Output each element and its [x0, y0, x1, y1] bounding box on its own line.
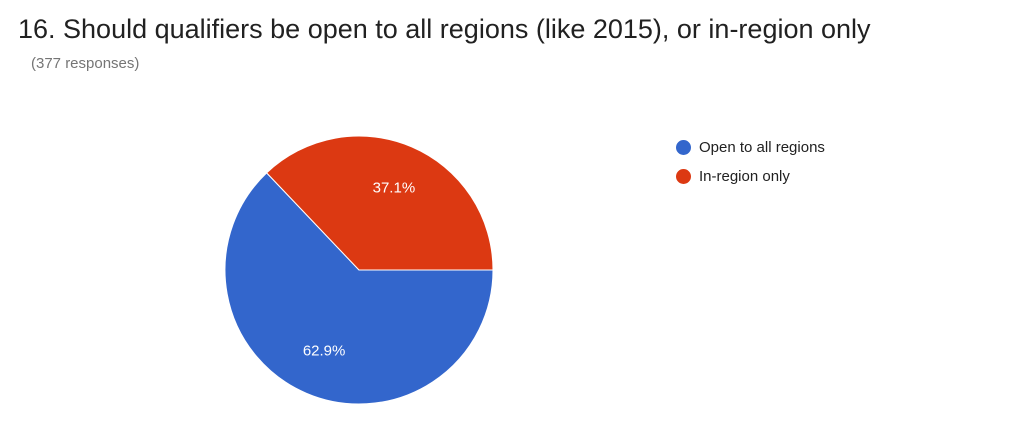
pie-slice-in-region-only[interactable]	[265, 135, 494, 271]
pie-slice-labels: 62.9% 37.1%	[303, 180, 415, 360]
pie-slices	[224, 135, 494, 405]
pie-slice-label-in-region-only: 37.1%	[373, 180, 416, 197]
legend-item-in-region-only[interactable]: In-region only	[676, 162, 825, 191]
pie-slice-label-open-to-all-regions: 62.9%	[303, 342, 346, 359]
chart-legend: Open to all regions In-region only	[676, 133, 825, 191]
legend-swatch-in-region-only	[676, 169, 691, 184]
legend-label-in-region-only: In-region only	[699, 168, 790, 185]
question-title: 16. Should qualifiers be open to all reg…	[18, 14, 871, 44]
pie-slice-open-to-all-regions[interactable]	[224, 172, 494, 405]
legend-item-open-to-all-regions[interactable]: Open to all regions	[676, 133, 825, 162]
legend-swatch-open-to-all-regions	[676, 140, 691, 155]
response-count: (377 responses)	[31, 55, 140, 72]
legend-label-open-to-all-regions: Open to all regions	[699, 139, 825, 156]
